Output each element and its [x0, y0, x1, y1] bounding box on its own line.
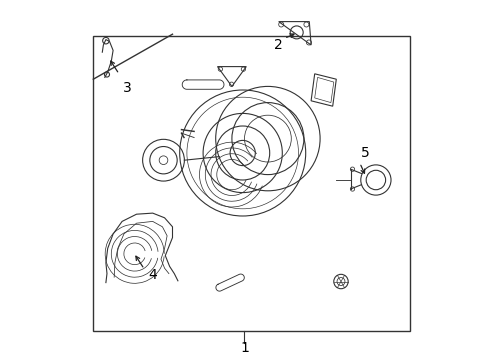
Text: 1: 1 [240, 341, 248, 355]
Text: 2: 2 [274, 38, 283, 52]
Bar [93, 36, 409, 331]
Text: 4: 4 [148, 269, 157, 282]
Text: 3: 3 [123, 81, 132, 95]
Text: 5: 5 [360, 146, 369, 160]
